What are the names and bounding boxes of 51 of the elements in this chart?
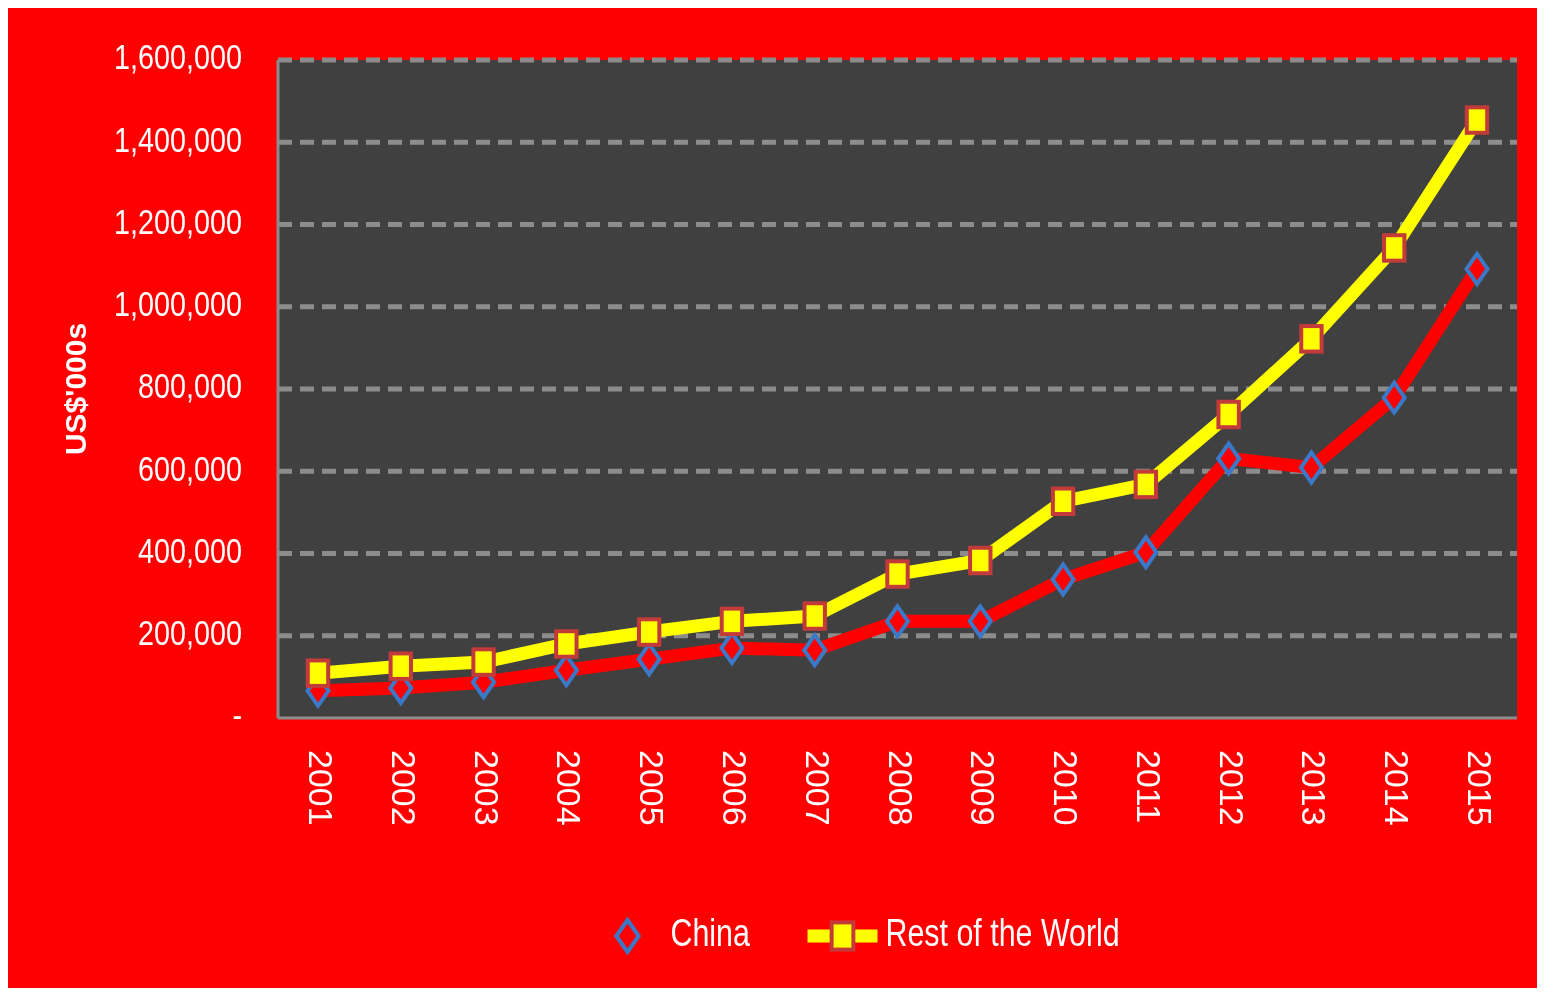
legend-label: Rest of the World bbox=[885, 911, 1120, 954]
point bbox=[1133, 469, 1159, 500]
point bbox=[1133, 535, 1159, 570]
point bbox=[1050, 486, 1076, 517]
point bbox=[471, 647, 496, 677]
y-tick-label: - bbox=[232, 694, 242, 736]
point bbox=[1216, 441, 1242, 476]
x-tick-label: 2001 bbox=[302, 750, 341, 826]
point bbox=[305, 658, 331, 688]
y-tick-label: 800,000 bbox=[137, 365, 242, 407]
point bbox=[554, 629, 579, 659]
point bbox=[1382, 233, 1407, 263]
y-tick-label: 1,400,000 bbox=[113, 118, 242, 160]
x-tick-label: 2003 bbox=[467, 750, 506, 826]
y-tick-label: 1,200,000 bbox=[113, 200, 242, 242]
legend-label: China bbox=[670, 911, 751, 954]
point bbox=[1381, 380, 1407, 415]
y-tick-label: 1,000,000 bbox=[113, 283, 242, 324]
y-tick-label: 1,600,000 bbox=[113, 36, 242, 78]
x-tick-label: 2009 bbox=[964, 750, 1003, 826]
point bbox=[1464, 251, 1490, 286]
point bbox=[1299, 324, 1324, 354]
x-tick-label: 2007 bbox=[798, 750, 837, 826]
x-tick-label: 2005 bbox=[633, 750, 672, 826]
point bbox=[967, 604, 993, 639]
x-tick-label: 2004 bbox=[550, 750, 589, 826]
point bbox=[1050, 562, 1076, 597]
x-tick-label: 2014 bbox=[1378, 750, 1417, 826]
y-tick-label: 600,000 bbox=[137, 447, 242, 489]
x-tick-label: 2010 bbox=[1047, 750, 1086, 826]
y-tick-label: 200,000 bbox=[137, 612, 242, 653]
x-tick-label: 2011 bbox=[1129, 750, 1168, 824]
point bbox=[802, 633, 828, 668]
x-tick-label: 2015 bbox=[1461, 750, 1500, 826]
point bbox=[885, 604, 910, 639]
point bbox=[802, 601, 827, 631]
point bbox=[1298, 450, 1324, 485]
point bbox=[885, 559, 910, 589]
y-axis-title: US$'000s bbox=[58, 322, 92, 456]
x-tick-label: 2006 bbox=[715, 750, 754, 826]
y-tick-label: 400,000 bbox=[137, 529, 242, 571]
x-tick-label: 2008 bbox=[881, 750, 920, 826]
point bbox=[968, 545, 993, 576]
point bbox=[388, 651, 413, 681]
x-tick-label: 2012 bbox=[1212, 750, 1251, 826]
point bbox=[1216, 399, 1241, 430]
point bbox=[636, 617, 662, 647]
x-tick-label: 2002 bbox=[384, 750, 423, 826]
x-tick-label: 2013 bbox=[1295, 750, 1334, 826]
point bbox=[719, 606, 745, 637]
point bbox=[1464, 105, 1490, 135]
